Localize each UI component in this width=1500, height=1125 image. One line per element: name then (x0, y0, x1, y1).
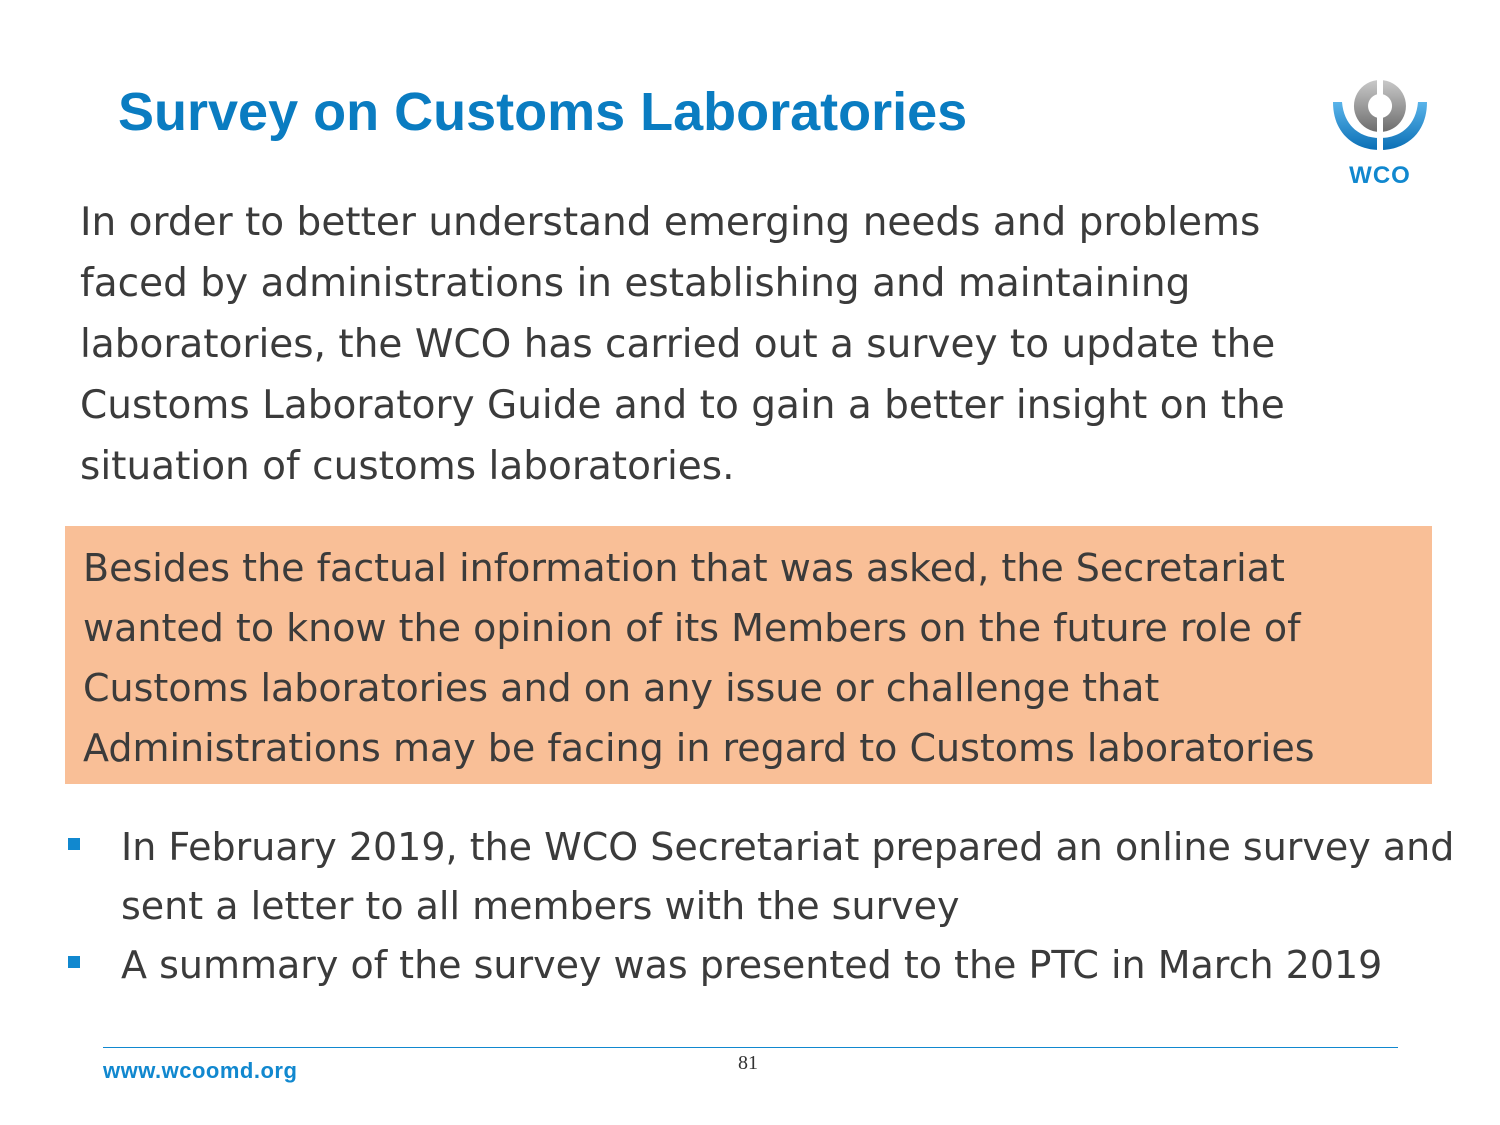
bullet-text: A summary of the survey was presented to… (121, 943, 1383, 987)
page-number: 81 (738, 1052, 758, 1074)
bullet-item: In February 2019, the WCO Secretariat pr… (65, 818, 1485, 936)
highlight-text: Besides the factual information that was… (83, 546, 1315, 770)
bullet-list: In February 2019, the WCO Secretariat pr… (65, 818, 1485, 995)
wco-logo: WCO (1330, 72, 1430, 192)
logo-text: WCO (1349, 162, 1411, 189)
bullet-text: In February 2019, the WCO Secretariat pr… (121, 825, 1455, 928)
square-bullet-icon (68, 956, 80, 968)
square-bullet-icon (68, 838, 80, 850)
intro-paragraph: In order to better understand emerging n… (80, 200, 1285, 489)
highlight-box: Besides the factual information that was… (65, 526, 1432, 784)
footer-divider (103, 1047, 1398, 1048)
wco-emblem-icon (1333, 76, 1427, 154)
bullet-item: A summary of the survey was presented to… (65, 936, 1485, 995)
slide-title: Survey on Customs Laboratories (118, 82, 968, 142)
footer-url-link[interactable]: www.wcoomd.org (103, 1058, 298, 1083)
